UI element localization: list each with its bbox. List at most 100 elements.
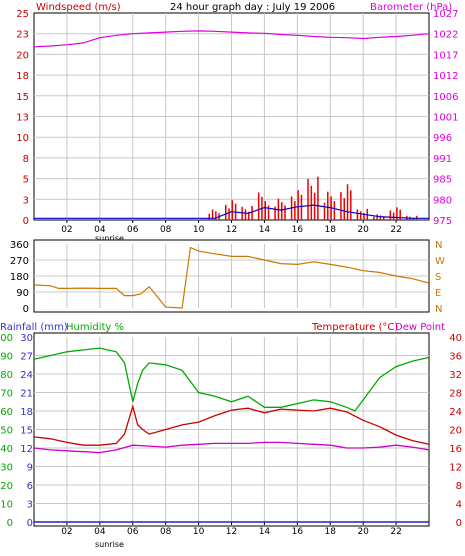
rainfall-tick-label: 6 [27,481,33,492]
barometer-tick-label: 991 [433,154,452,165]
x-tick-label: 12 [226,527,237,537]
windspeed-tick-label: 5 [23,175,29,186]
barometer-tick-label: 1012 [433,71,458,82]
sunrise-label-bottom: sunrise [95,540,124,549]
x-tick-label: 14 [259,527,271,537]
x-tick-label: 16 [292,225,304,235]
x-tick-label: 10 [193,225,205,235]
windspeed-tick-label: 18 [16,71,29,82]
humidity-tick-label: 0 [7,518,13,529]
barometer-tick-label: 985 [433,175,452,186]
windspeed-tick-label: 13 [16,113,29,124]
series-wind-direction [33,246,430,309]
axes-temp-humidity: 0102030405060708090100036912151821242730… [0,333,462,537]
humidity-tick-label: 20 [0,481,13,492]
windspeed-tick-label: 10 [16,133,29,144]
rainfall-tick-label: 18 [20,407,33,418]
humidity-tick-label: 30 [0,463,13,474]
humidity-tick-label: 50 [0,426,13,437]
windspeed-tick-label: 23 [16,30,29,41]
x-tick-label: 04 [94,225,106,235]
humidity-tick-label: 60 [0,407,13,418]
temperature-axis-label: Temperature (°C) [311,322,398,333]
direction-compass-label: E [435,288,441,299]
direction-degree-label: 270 [10,256,29,267]
rainfall-tick-label: 27 [20,352,33,363]
temperature-tick-label: 36 [449,352,462,363]
x-tick-label: 18 [325,225,337,235]
temperature-tick-label: 12 [449,463,462,474]
x-tick-label: 10 [193,527,205,537]
x-tick-label: 20 [357,225,369,235]
direction-compass-label: S [435,272,441,283]
windspeed-tick-label: 8 [23,154,29,165]
x-tick-label: 06 [127,527,139,537]
rainfall-tick-label: 3 [27,500,33,511]
direction-degree-label: 180 [10,272,29,283]
windspeed-tick-label: 0 [23,216,29,227]
graph-title: 24 hour graph day : July 19 2006 [170,2,335,13]
barometer-tick-label: 996 [433,133,452,144]
windspeed-tick-label: 3 [23,195,29,206]
grid-wind-direction [34,244,429,308]
x-tick-label: 02 [61,527,72,537]
rainfall-tick-label: 12 [20,444,33,455]
barometer-tick-label: 1001 [433,113,458,124]
temperature-tick-label: 4 [456,500,462,511]
windspeed-tick-label: 25 [16,9,29,20]
rainfall-tick-label: 15 [20,426,33,437]
windspeed-tick-label: 20 [16,50,29,61]
temperature-tick-label: 40 [449,333,462,344]
barometer-line [33,30,430,48]
humidity-tick-label: 70 [0,389,13,400]
barometer-tick-label: 1006 [433,92,458,103]
rainfall-tick-label: 30 [20,333,33,344]
windspeed-axis-label: Windspeed (m/s) [36,2,121,13]
x-tick-label: 12 [226,225,237,235]
humidity-axis-label: Humidity % [66,322,124,333]
series-wind-baro [33,30,430,220]
direction-compass-label: N [435,304,442,315]
temperature-tick-label: 20 [449,426,462,437]
rainfall-tick-label: 24 [20,370,33,381]
direction-degree-label: 90 [16,288,29,299]
x-tick-label: 04 [94,527,106,537]
grid-wind-baro [34,13,429,220]
x-tick-label: 16 [292,527,304,537]
dewpoint-line [33,441,430,454]
humidity-tick-label: 10 [0,500,13,511]
wind-average-line [34,204,429,219]
temperature-tick-label: 32 [449,370,462,381]
x-tick-label: 22 [390,527,401,537]
barometer-tick-label: 1017 [433,50,458,61]
rainfall-tick-label: 9 [27,463,33,474]
dewpoint-axis-label: Dew Point [395,322,445,333]
rainfall-axis-label: Rainfall (mm) [0,322,68,333]
humidity-tick-label: 40 [0,444,13,455]
x-tick-label: 14 [259,225,271,235]
temperature-tick-label: 0 [456,518,462,529]
temperature-tick-label: 16 [449,444,462,455]
x-tick-label: 22 [390,225,401,235]
x-tick-label: 08 [160,225,172,235]
sunrise-label-top: sunrise [95,234,124,243]
humidity-tick-label: 90 [0,352,13,363]
humidity-tick-label: 80 [0,370,13,381]
direction-compass-label: W [435,256,445,267]
humidity-line [33,347,430,412]
x-tick-label: 20 [357,527,369,537]
series-temp-humidity [33,347,430,523]
x-tick-label: 18 [325,527,337,537]
x-tick-label: 06 [127,225,139,235]
humidity-tick-label: 100 [0,333,13,344]
direction-degree-label: 360 [10,240,29,251]
direction-degree-label: 0 [23,304,29,315]
temperature-tick-label: 8 [456,481,462,492]
x-tick-label: 08 [160,527,172,537]
barometer-tick-label: 980 [433,195,452,206]
barometer-tick-label: 1022 [433,30,458,41]
windspeed-tick-label: 15 [16,92,29,103]
barometer-axis-label: Barometer (hPa) [370,2,452,13]
